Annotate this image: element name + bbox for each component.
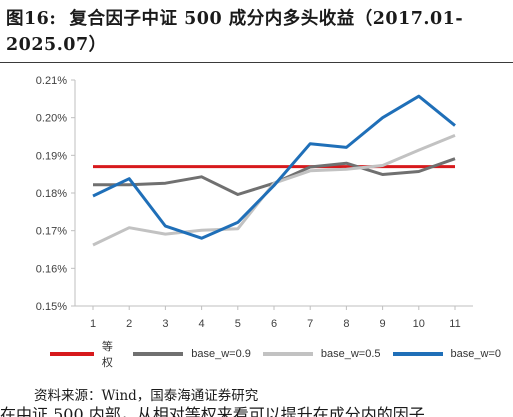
legend-swatch: [133, 352, 184, 356]
legend-label: 等权: [101, 340, 113, 369]
series-line: [92, 134, 456, 247]
legend-label: base_w=0: [450, 348, 501, 360]
y-tick-label: 0.21%: [36, 75, 67, 87]
y-tick-label: 0.15%: [36, 301, 67, 313]
source-note: 资料来源：Wind，国泰海通证券研究: [34, 388, 259, 404]
y-tick-label: 0.20%: [36, 113, 67, 125]
x-tick-label: 1: [90, 318, 96, 330]
x-tick-label: 3: [162, 318, 168, 330]
y-tick-label: 0.19%: [36, 150, 67, 162]
figure-title: 图16: 复合因子中证 500 成分内多头收益（2017.01-2025.07）: [6, 9, 464, 55]
y-tick-label: 0.18%: [36, 188, 67, 200]
series-line: [93, 157, 456, 196]
x-tick-label: 4: [199, 318, 205, 330]
x-tick-label: 6: [271, 318, 277, 330]
x-tick-label: 7: [307, 318, 313, 330]
legend-item: base_w=0: [392, 348, 501, 360]
legend-item: base_w=0.5: [262, 348, 381, 360]
body-text-line: 在中证 500 内部，从相对等权来看可以提升在成分内的因子: [0, 405, 425, 417]
y-tick-label: 0.16%: [36, 263, 67, 275]
legend-label: base_w=0.5: [320, 348, 381, 360]
chart-axes: 0.15% 0.16% 0.17% 0.18% 0.19% 0.20% 0.21% 1 2 3 4 5…: [36, 75, 473, 330]
x-tick-label: 9: [380, 318, 386, 330]
legend-label: base_w=0.9: [191, 348, 251, 360]
legend-swatch: [262, 352, 313, 356]
y-tick-label: 0.17%: [36, 226, 67, 238]
x-tick-label: 5: [235, 318, 241, 330]
body-text-cutoff: 在中证 500 内部，从相对等权来看可以提升在成分内的因子: [0, 404, 513, 417]
legend-swatch: [50, 352, 94, 356]
x-tick-label: 2: [126, 318, 132, 330]
series-line: [92, 94, 456, 240]
chart-legend: 等权 base_w=0.9 base_w=0.5 base_w=0: [50, 340, 513, 369]
x-tick-label: 10: [413, 318, 425, 330]
title-divider: [0, 62, 513, 63]
line-chart: 0.15% 0.16% 0.17% 0.18% 0.19% 0.20% 0.21% 1 2 3 4 5…: [36, 75, 473, 330]
x-tick-label: 8: [343, 318, 349, 330]
legend-item: base_w=0.9: [133, 348, 251, 360]
legend-item: 等权: [50, 338, 121, 370]
legend-swatch: [392, 352, 443, 356]
chart-series: [92, 94, 456, 247]
x-tick-label: 11: [449, 318, 460, 330]
